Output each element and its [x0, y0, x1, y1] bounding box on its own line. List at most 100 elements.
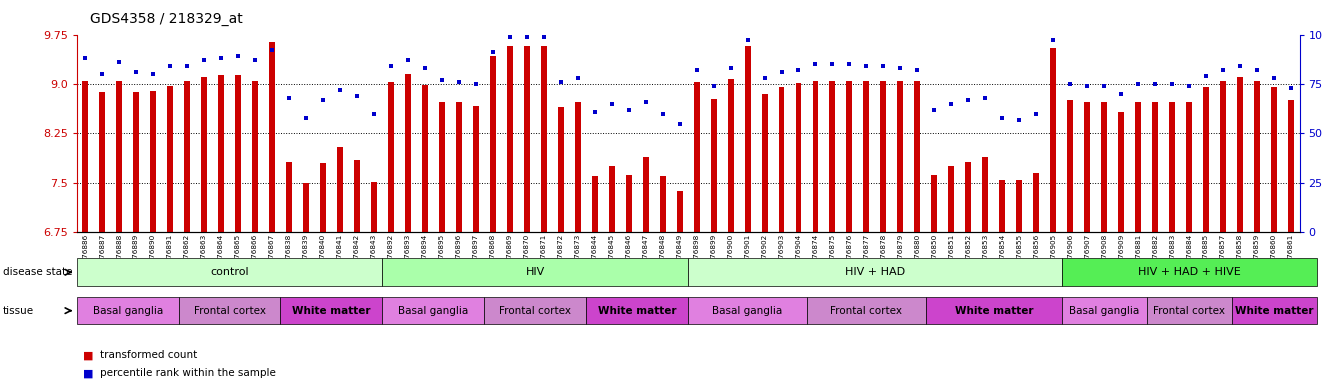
Bar	[167, 86, 173, 232]
Bar	[915, 81, 920, 232]
Point	[448, 79, 469, 85]
Point	[143, 71, 164, 77]
Bar	[1270, 87, 1277, 232]
Bar	[1067, 101, 1073, 232]
Text: percentile rank within the sample: percentile rank within the sample	[100, 368, 276, 378]
Bar	[796, 83, 801, 232]
Bar	[524, 46, 530, 232]
Text: Basal ganglia: Basal ganglia	[713, 306, 783, 316]
Point	[346, 93, 368, 99]
Point	[160, 63, 181, 69]
Text: HIV: HIV	[526, 267, 545, 277]
Point	[924, 107, 945, 113]
Bar	[694, 82, 699, 232]
Point	[822, 61, 843, 67]
Bar	[253, 81, 258, 232]
Point	[1229, 63, 1251, 69]
Bar	[134, 92, 139, 232]
Bar	[405, 74, 411, 232]
Bar	[660, 176, 665, 232]
Bar	[320, 163, 327, 232]
Bar	[1169, 103, 1175, 232]
Bar	[761, 94, 768, 232]
Point	[91, 71, 112, 77]
Bar	[506, 46, 513, 232]
Bar	[303, 183, 309, 232]
Bar	[439, 103, 444, 232]
Point	[1247, 67, 1268, 73]
Bar	[1101, 103, 1108, 232]
Point	[1009, 116, 1030, 122]
Bar	[1203, 87, 1210, 232]
Bar	[387, 82, 394, 232]
Text: Basal ganglia: Basal ganglia	[398, 306, 468, 316]
Bar	[558, 107, 563, 232]
Point	[398, 57, 419, 63]
Text: Frontal cortex: Frontal cortex	[1153, 306, 1225, 316]
Point	[227, 53, 249, 60]
Point	[736, 37, 758, 43]
Point	[108, 59, 130, 65]
Point	[754, 75, 775, 81]
Bar	[677, 191, 682, 232]
Point	[635, 99, 656, 105]
Point	[720, 65, 742, 71]
Text: Frontal cortex: Frontal cortex	[500, 306, 571, 316]
Point	[788, 67, 809, 73]
Bar	[846, 81, 853, 232]
Bar	[1017, 180, 1022, 232]
Point	[686, 67, 707, 73]
Point	[1145, 81, 1166, 87]
Point	[465, 81, 486, 87]
Text: control: control	[210, 267, 249, 277]
Bar	[642, 157, 649, 232]
Bar	[473, 106, 479, 232]
Point	[262, 47, 283, 53]
Bar	[711, 99, 717, 232]
Bar	[863, 81, 870, 232]
Bar	[948, 166, 954, 232]
Point	[483, 49, 504, 55]
Bar	[184, 81, 190, 232]
Bar	[201, 78, 208, 232]
Bar	[541, 46, 547, 232]
Point	[974, 95, 995, 101]
Text: tissue: tissue	[3, 306, 34, 316]
Bar	[744, 46, 751, 232]
Bar	[354, 160, 360, 232]
Bar	[1118, 112, 1124, 232]
Bar	[99, 92, 106, 232]
Text: Frontal cortex: Frontal cortex	[193, 306, 266, 316]
Point	[245, 57, 266, 63]
Bar	[625, 175, 632, 232]
Bar	[1288, 101, 1294, 232]
Point	[1162, 81, 1183, 87]
Point	[703, 83, 724, 89]
Bar	[151, 91, 156, 232]
Point	[210, 55, 231, 61]
Bar	[1084, 103, 1091, 232]
Point	[312, 97, 333, 103]
Text: Frontal cortex: Frontal cortex	[830, 306, 903, 316]
Text: White matter: White matter	[1235, 306, 1313, 316]
Bar	[982, 157, 989, 232]
Bar	[608, 166, 615, 232]
Bar	[575, 103, 580, 232]
Bar	[218, 75, 223, 232]
Text: disease state: disease state	[3, 267, 73, 277]
Point	[414, 65, 435, 71]
Bar	[1220, 81, 1225, 232]
Bar	[965, 162, 972, 232]
Point	[771, 69, 792, 75]
Point	[839, 61, 861, 67]
Bar	[999, 180, 1005, 232]
Bar	[1255, 81, 1260, 232]
Point	[177, 63, 198, 69]
Bar	[286, 162, 292, 232]
Point	[1178, 83, 1199, 89]
Point	[855, 63, 876, 69]
Bar	[490, 56, 496, 232]
Point	[1195, 73, 1216, 79]
Bar	[268, 43, 275, 232]
Point	[907, 67, 928, 73]
